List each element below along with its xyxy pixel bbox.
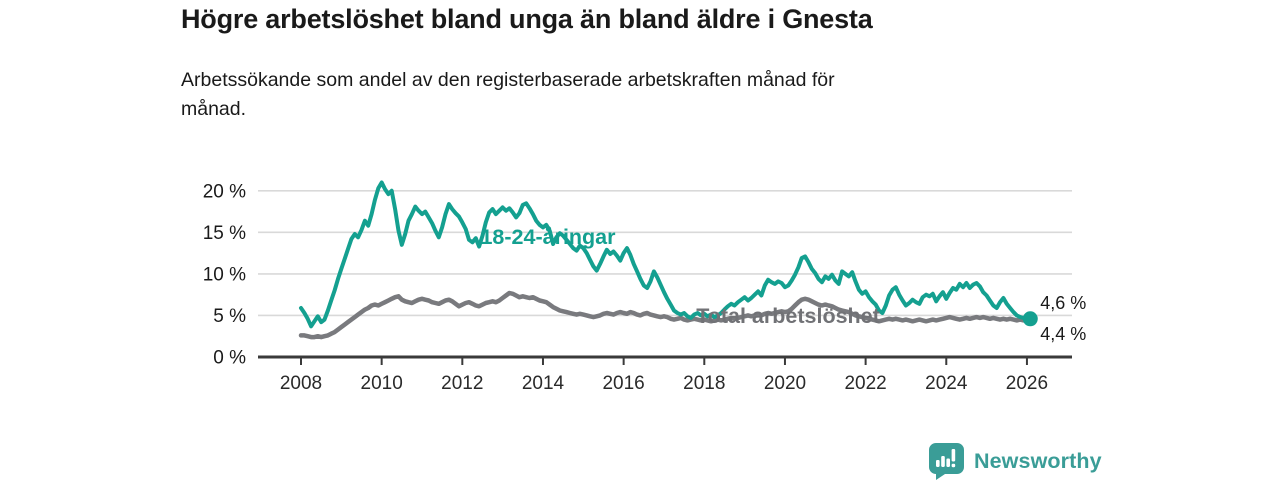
svg-text:2010: 2010 [361, 373, 403, 394]
svg-text:Total arbetslöshet: Total arbetslöshet [696, 304, 880, 328]
svg-text:2026: 2026 [1006, 373, 1048, 394]
series-end-dot [1022, 311, 1038, 327]
newsworthy-wordmark: Newsworthy [974, 448, 1102, 473]
end-value-labels: 4,4 % 4,6 % [1040, 293, 1086, 344]
svg-text:0 %: 0 % [213, 348, 246, 369]
bar-chart-glyph [936, 449, 956, 468]
svg-text:2022: 2022 [844, 373, 886, 394]
x-axis [258, 355, 1072, 365]
svg-text:2012: 2012 [441, 373, 483, 394]
series-labels: Total arbetslöshet 18-24-åringar [480, 225, 879, 328]
svg-text:2016: 2016 [602, 373, 644, 394]
svg-text:2024: 2024 [925, 373, 968, 394]
newsworthy-brand-link[interactable]: Newsworthy [928, 442, 1102, 480]
series-lines [298, 180, 1038, 340]
newsworthy-logo-icon [929, 443, 964, 480]
svg-text:20 %: 20 % [203, 181, 246, 202]
chart-subtitle: Arbetssökande som andel av den registerb… [181, 69, 835, 120]
svg-text:5 %: 5 % [213, 306, 246, 327]
svg-text:10 %: 10 % [203, 264, 246, 285]
svg-text:4,6 %: 4,6 % [1040, 293, 1086, 313]
svg-text:2018: 2018 [683, 373, 725, 394]
page-title: Högre arbetslöshet bland unga än bland ä… [181, 4, 873, 34]
svg-text:2008: 2008 [280, 373, 322, 394]
svg-text:15 %: 15 % [203, 223, 246, 244]
svg-text:2020: 2020 [764, 373, 806, 394]
svg-text:18-24-åringar: 18-24-åringar [480, 225, 616, 249]
y-axis-labels: 0 % 5 % 10 % 15 % 20 % [203, 181, 246, 368]
x-axis-labels: 2008 2010 2012 2014 2016 2018 2020 2022 2024 2026 [280, 373, 1048, 394]
svg-text:4,4 %: 4,4 % [1040, 324, 1086, 344]
svg-text:2014: 2014 [522, 373, 565, 394]
